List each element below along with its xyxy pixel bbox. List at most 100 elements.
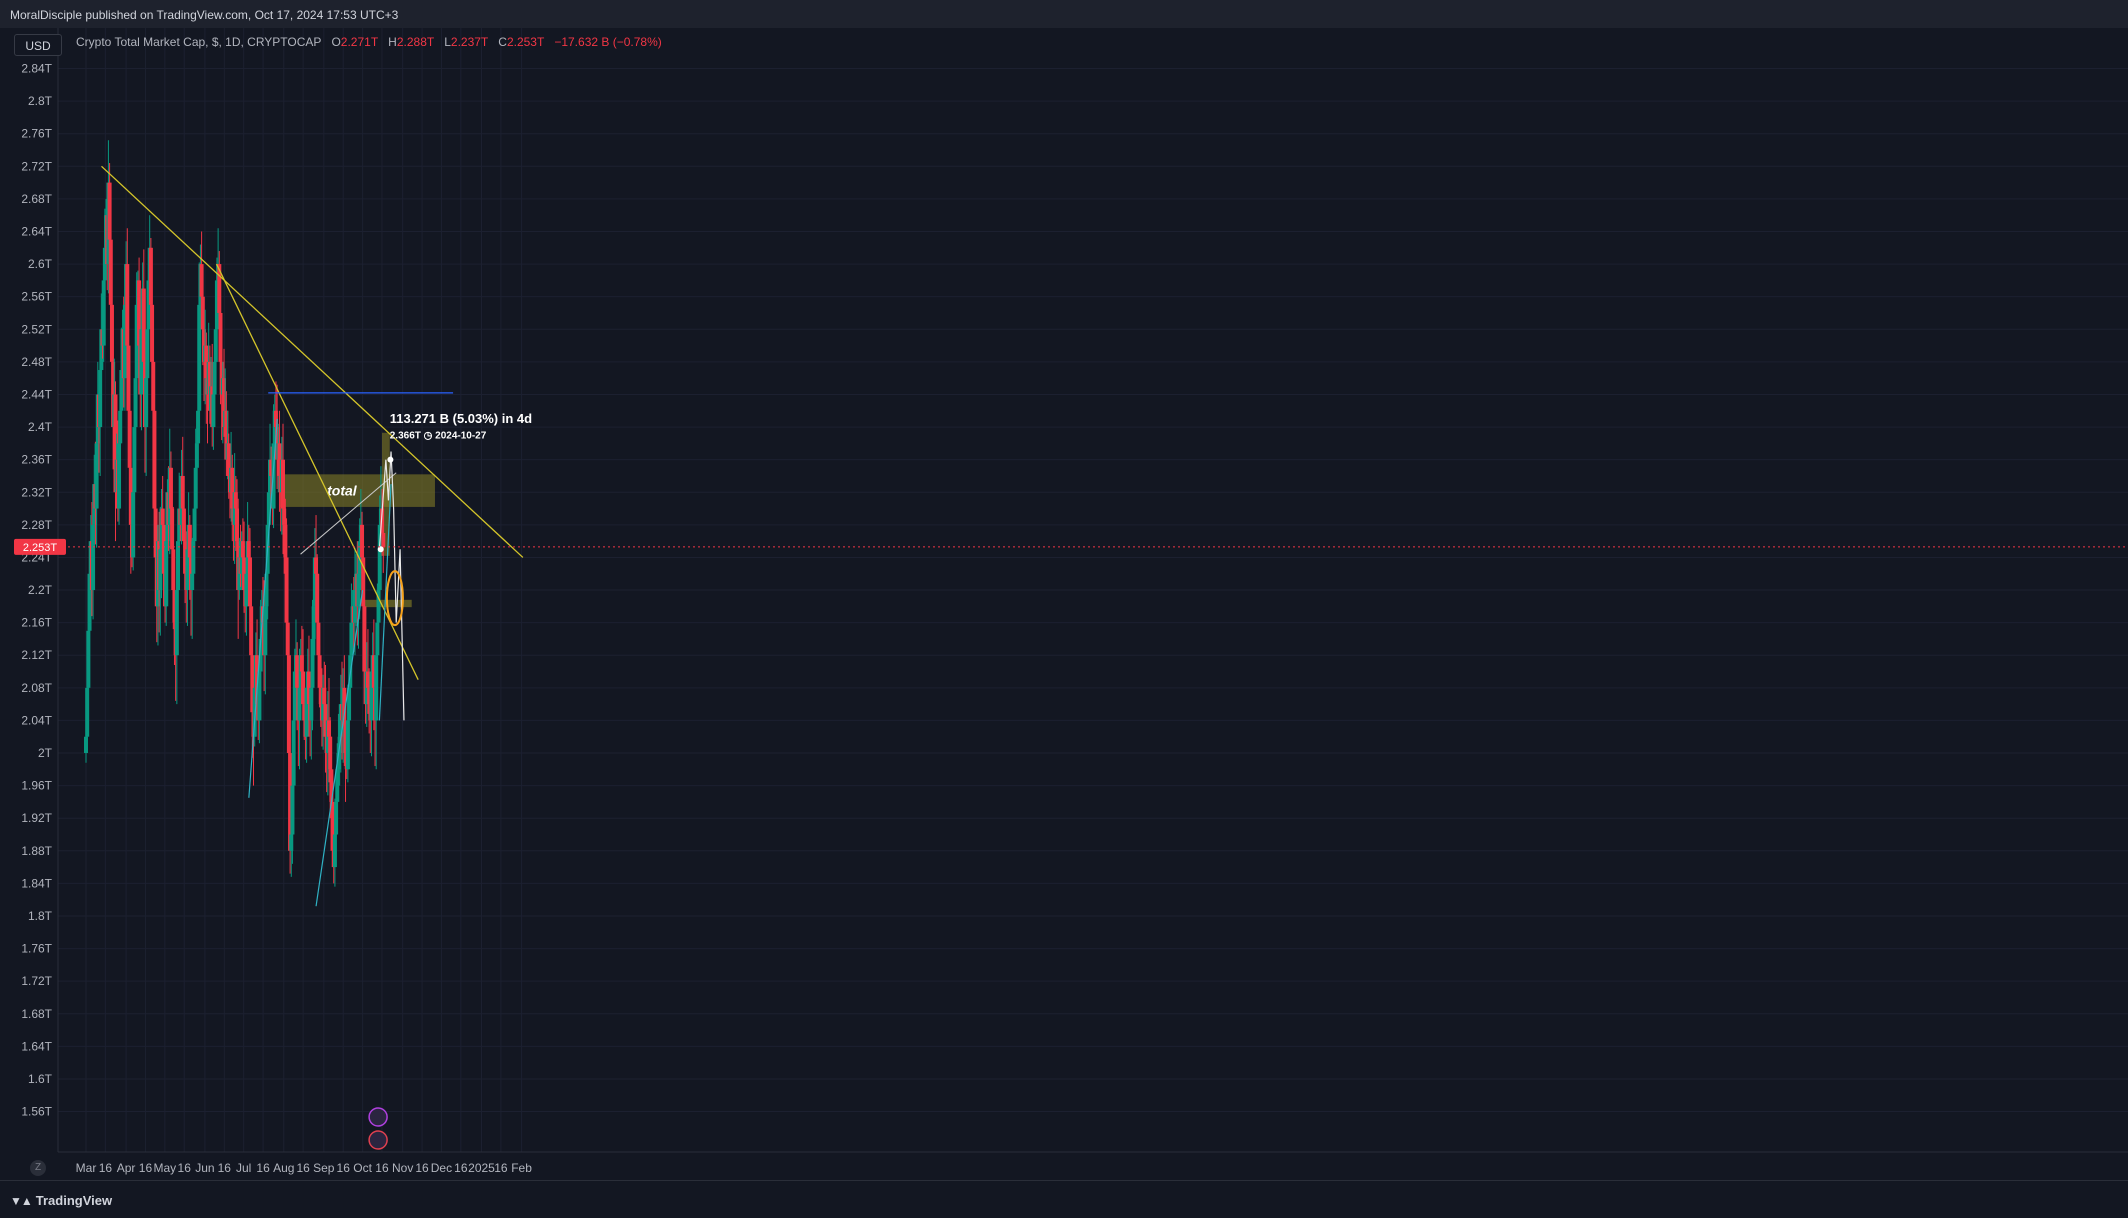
candle-body [174,590,179,656]
candle-body [257,671,262,721]
candle-body [264,573,269,607]
candle-body [193,467,198,509]
candle-body [301,671,306,705]
candle-body [150,304,155,362]
candle-body [84,736,88,754]
publisher-bar: MoralDisciple published on TradingView.c… [0,0,2128,28]
measure-point [377,546,384,553]
candle-body [102,247,107,281]
candle-body [117,443,122,509]
candle-body [381,532,386,547]
candle-body [214,280,219,330]
candle-body [188,557,193,591]
candle-body [258,638,263,672]
measure-point [387,456,394,463]
open-label: O [331,35,341,49]
candle-body [152,410,157,509]
candle-body [284,557,289,623]
candle-body [330,801,335,851]
candle-body [277,443,282,476]
candle-body [161,524,166,574]
candle-body [213,329,218,362]
price-chart[interactable]: 2.84T 2.8T 2.76T 2.72T 2.68T 2.64T 2.6T 2.56T 2.… [0,28,2128,1180]
channel-line [315,589,364,907]
candle-body [137,280,142,346]
candle-body [377,524,382,591]
measure-label: 113.271 B (5.03%) in 4d [390,411,532,426]
candle-body [222,378,227,428]
candle-body [101,280,106,346]
candle-body [133,378,138,428]
y-tick-label: 2.68T [21,192,52,206]
candle-body [290,785,295,835]
candle-body [211,394,216,428]
x-tick-label: Aug [273,1161,294,1175]
y-tick-label: 2.08T [21,681,52,695]
y-tick-label: 2.6T [28,257,53,271]
candle-body [131,492,136,558]
candle-body [176,541,181,591]
candle-body [302,704,307,721]
currency-button[interactable]: USD [14,34,62,56]
candle-body [352,590,357,623]
measure-price-label: 2.366T ◷ 2024-10-27 [390,430,487,441]
x-tick-label: Nov [392,1161,413,1175]
candle-body [126,345,131,411]
high-value: 2.288T [396,35,435,49]
y-tick-label: 1.6T [28,1072,53,1086]
x-tick-label: Feb [511,1161,532,1175]
y-tick-label: 2.16T [21,616,52,630]
candle-body [285,622,290,656]
candle-body [329,769,334,802]
change-value: −17.632 B (−0.78%) [554,35,662,49]
symbol-name[interactable]: Crypto Total Market Cap, $, 1D, CRYPTOCA… [76,35,322,49]
y-tick-label: 2.36T [21,453,52,467]
symbol-legend: Crypto Total Market Cap, $, 1D, CRYPTOCA… [76,34,662,50]
candle-body [180,475,185,509]
x-tick-label: 16 [337,1161,351,1175]
candle-body [87,573,92,631]
candle-body [365,671,370,688]
candle-body [164,541,169,607]
x-tick-label: 16 [494,1161,508,1175]
candle-body [181,508,186,542]
y-tick-label: 1.84T [21,876,52,890]
auto-scale-icon[interactable]: Z [30,1160,46,1176]
candle-body [119,370,124,411]
chart-area[interactable]: 2.84T 2.8T 2.76T 2.72T 2.68T 2.64T 2.6T 2.56T 2.… [0,28,2128,1180]
total-zone [279,474,435,507]
y-tick-label: 2.2T [28,583,53,597]
x-tick-label: 16 [178,1161,192,1175]
y-tick-label: 2.84T [21,62,52,76]
highlight-ellipse [385,570,404,627]
low-value: 2.237T [450,35,489,49]
candle-body [317,655,322,688]
candle-body [360,524,365,558]
candle-body [247,557,252,607]
footer-bar [0,1180,2128,1218]
x-tick-label: 16 [218,1161,232,1175]
candle-body [204,345,209,379]
x-tick-label: 16 [256,1161,270,1175]
candle-body [226,443,231,476]
candle-body [306,671,311,705]
x-tick-label: 16 [375,1161,389,1175]
candle-body [288,753,293,851]
candle-body [151,361,156,411]
x-tick-label: Oct [353,1161,372,1175]
channel-line [248,418,278,798]
y-tick-label: 2.04T [21,713,52,727]
candle-body [224,410,229,460]
candle-body [158,549,163,591]
candle-body [367,687,372,705]
candle-body [185,549,190,591]
y-tick-label: 2.76T [21,127,52,141]
candle-body [192,508,197,542]
candle-body [244,573,249,607]
candle-body [218,312,223,362]
price-axis: 2.84T 2.8T 2.76T 2.72T 2.68T 2.64T 2.6T 2.56T 2.… [21,28,59,1152]
y-tick-label: 1.88T [21,844,52,858]
candle-body [234,508,239,542]
candle-body [99,329,104,371]
tradingview-logo[interactable]: ▼▲ TradingView [10,1193,112,1208]
